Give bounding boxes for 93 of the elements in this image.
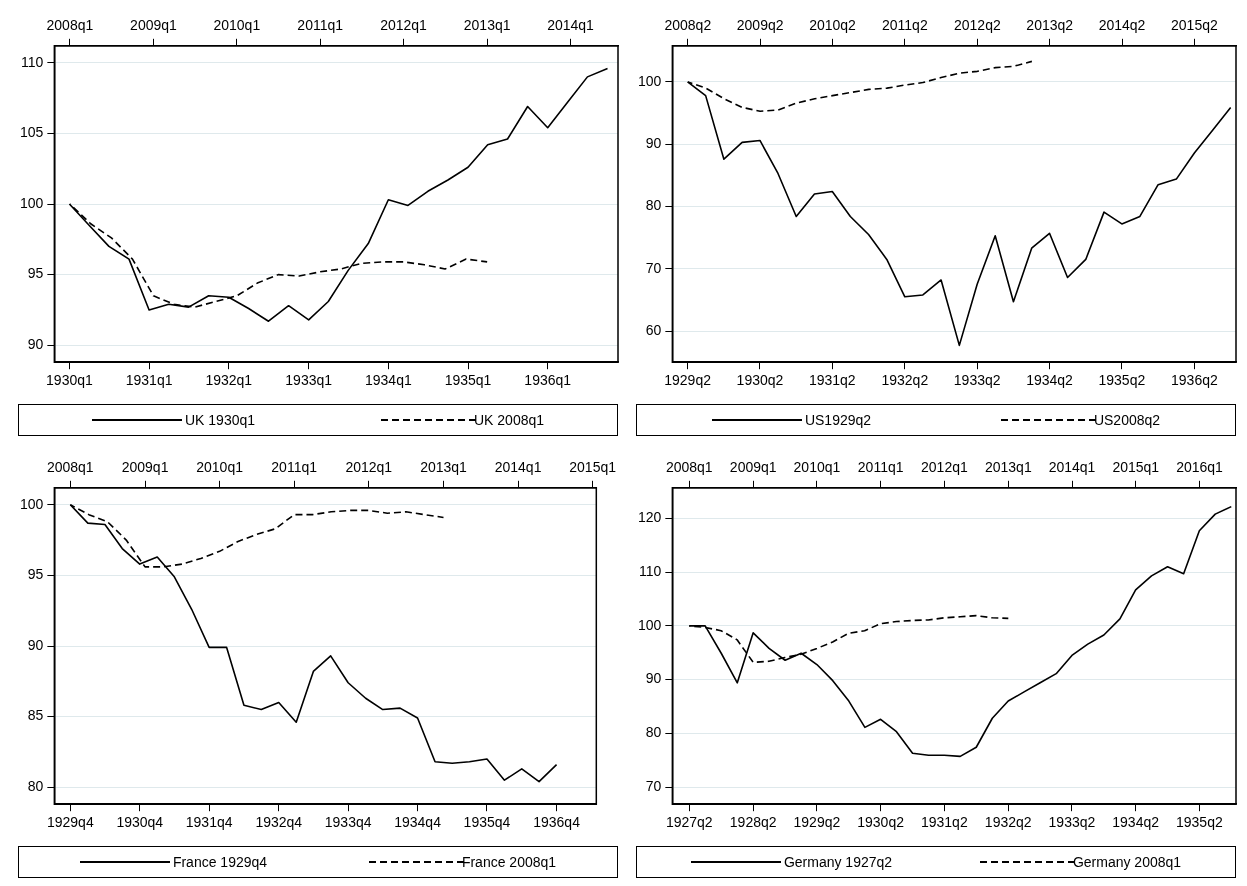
y-tick-label: 100 xyxy=(638,72,662,89)
x2-tick-label: 2014q2 xyxy=(1098,17,1146,34)
x-tick-label: 1934q2 xyxy=(1112,814,1160,831)
y-tick-label: 90 xyxy=(645,670,662,687)
y-tick-label: 90 xyxy=(645,135,662,152)
x-tick-label: 1930q1 xyxy=(46,372,93,389)
x2-tick-label: 2009q1 xyxy=(130,17,178,34)
y-tick-label: 70 xyxy=(645,259,662,276)
x2-tick-label: 2010q1 xyxy=(196,459,244,476)
x2-tick-label: 2010q1 xyxy=(213,17,261,34)
y-tick-label: 100 xyxy=(20,495,44,512)
x-tick-label: 1930q2 xyxy=(736,372,784,389)
y-tick-label: 60 xyxy=(645,321,662,338)
x2-tick-label: 2011q2 xyxy=(881,17,928,34)
x2-tick-label: 2013q1 xyxy=(463,17,511,34)
x2-tick-label: 2012q1 xyxy=(380,17,428,34)
x2-tick-label: 2016q1 xyxy=(1176,459,1224,476)
x-tick-label: 1933q2 xyxy=(953,372,1001,389)
legend-label: UK 1930q1 xyxy=(184,412,256,428)
x-tick-label: 1934q2 xyxy=(1026,372,1074,389)
x2-tick-label: 2014q1 xyxy=(494,459,542,476)
x2-tick-label: 2008q1 xyxy=(46,17,94,34)
x2-tick-label: 2011q1 xyxy=(271,459,318,476)
legend-label: France 1929q4 xyxy=(172,854,268,870)
x-tick-label: 1935q2 xyxy=(1175,814,1223,831)
x2-tick-label: 2015q2 xyxy=(1171,17,1218,34)
legend-label: US1929q2 xyxy=(804,412,872,428)
x-tick-label: 1934q1 xyxy=(364,372,412,389)
y-tick-label: 100 xyxy=(20,194,44,211)
x2-tick-label: 2008q1 xyxy=(665,459,713,476)
x2-tick-label: 2012q1 xyxy=(345,459,393,476)
x-tick-label: 1929q4 xyxy=(46,814,94,831)
x-tick-label: 1933q4 xyxy=(324,814,372,831)
x-tick-label: 1931q1 xyxy=(125,372,173,389)
x2-tick-label: 2011q1 xyxy=(297,17,344,34)
x-tick-label: 1931q2 xyxy=(808,372,856,389)
y-tick-label: 100 xyxy=(638,616,662,633)
y-tick-label: 90 xyxy=(27,636,44,653)
x-tick-label: 1936q2 xyxy=(1171,372,1218,389)
x-tick-label: 1934q4 xyxy=(394,814,442,831)
legend-label: Germany 1927q2 xyxy=(783,854,893,870)
x2-tick-label: 2009q1 xyxy=(729,459,777,476)
x-tick-label: 1928q2 xyxy=(729,814,777,831)
x-tick-label: 1935q1 xyxy=(444,372,492,389)
x-tick-label: 1929q2 xyxy=(664,372,712,389)
legend-label: US2008q2 xyxy=(1093,412,1161,428)
x2-tick-label: 2012q1 xyxy=(921,459,968,476)
x-tick-label: 1932q2 xyxy=(881,372,929,389)
y-tick-label: 95 xyxy=(27,265,44,282)
x2-tick-label: 2015q1 xyxy=(1112,459,1160,476)
x2-tick-label: 2014q1 xyxy=(1048,459,1096,476)
y-tick-label: 95 xyxy=(27,566,44,583)
y-tick-label: 105 xyxy=(20,124,44,141)
x-tick-label: 1930q2 xyxy=(857,814,905,831)
x2-tick-label: 2010q2 xyxy=(809,17,857,34)
y-tick-label: 120 xyxy=(638,509,662,526)
x-tick-label: 1929q2 xyxy=(793,814,841,831)
x2-tick-label: 2013q1 xyxy=(420,459,468,476)
x-tick-label: 1931q2 xyxy=(920,814,968,831)
legend-label: France 2008q1 xyxy=(461,854,557,870)
y-tick-label: 70 xyxy=(645,777,662,794)
x-tick-label: 1930q4 xyxy=(116,814,164,831)
y-tick-label: 110 xyxy=(639,563,662,579)
x2-tick-label: 2012q2 xyxy=(954,17,1001,34)
x-tick-label: 1927q2 xyxy=(665,814,713,831)
x2-tick-label: 2010q1 xyxy=(793,459,841,476)
x-tick-label: 1932q2 xyxy=(984,814,1032,831)
y-tick-label: 110 xyxy=(21,53,44,70)
legend-label: Germany 2008q1 xyxy=(1072,854,1182,870)
x-tick-label: 1933q2 xyxy=(1048,814,1096,831)
y-tick-label: 80 xyxy=(645,724,662,741)
x2-tick-label: 2014q1 xyxy=(547,17,595,34)
x2-tick-label: 2008q2 xyxy=(664,17,712,34)
x2-tick-label: 2013q2 xyxy=(1026,17,1074,34)
x-tick-label: 1931q4 xyxy=(185,814,233,831)
x-tick-label: 1932q1 xyxy=(205,372,253,389)
x-tick-label: 1936q4 xyxy=(533,814,581,831)
legend-label: UK 2008q1 xyxy=(473,412,545,428)
x-tick-label: 1935q2 xyxy=(1098,372,1146,389)
y-tick-label: 80 xyxy=(645,197,662,214)
x2-tick-label: 2011q1 xyxy=(857,459,904,476)
y-tick-label: 85 xyxy=(27,707,44,724)
y-tick-label: 90 xyxy=(27,336,44,353)
x2-tick-label: 2009q1 xyxy=(121,459,169,476)
x2-tick-label: 2009q2 xyxy=(736,17,784,34)
x-tick-label: 1932q4 xyxy=(255,814,303,831)
x2-tick-label: 2008q1 xyxy=(46,459,94,476)
x-tick-label: 1936q1 xyxy=(524,372,572,389)
x2-tick-label: 2015q1 xyxy=(569,459,617,476)
x-tick-label: 1935q4 xyxy=(463,814,511,831)
y-tick-label: 80 xyxy=(27,778,44,795)
x-tick-label: 1933q1 xyxy=(285,372,333,389)
x2-tick-label: 2013q1 xyxy=(984,459,1032,476)
